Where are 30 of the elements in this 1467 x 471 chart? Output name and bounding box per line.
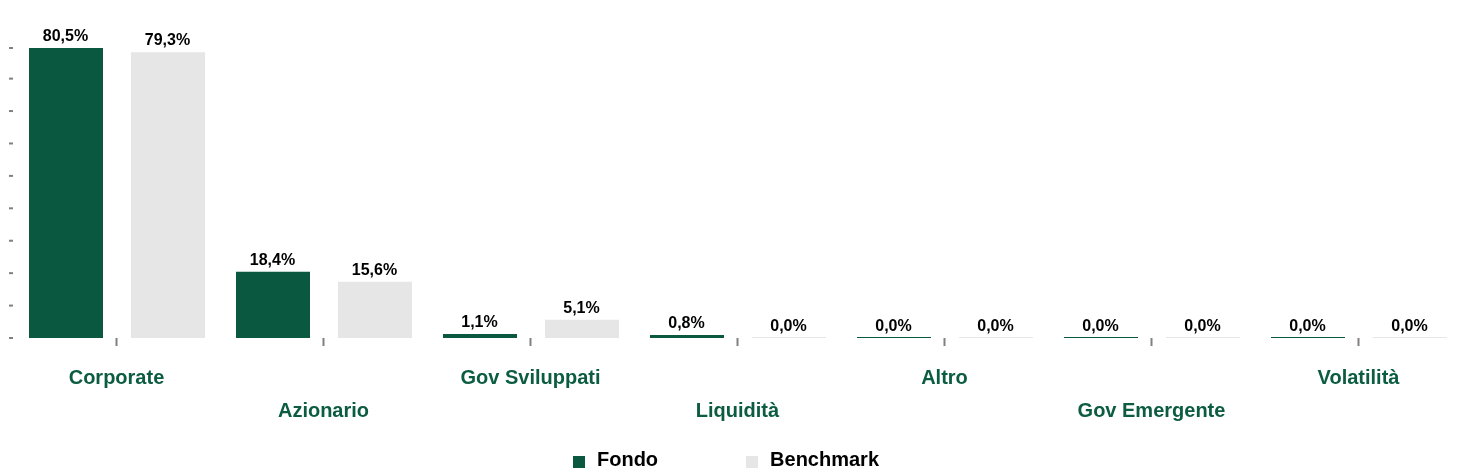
legend-label: Fondo <box>596 448 659 470</box>
x-tick-label: Altro <box>921 366 968 388</box>
data-label: 80,5% <box>42 27 89 44</box>
data-label: 0,0% <box>1289 317 1326 334</box>
legend-label: Benchmark <box>770 448 880 470</box>
x-tick-label: Corporate <box>68 366 165 388</box>
bar <box>29 48 103 338</box>
x-tick-label: Gov Emergente <box>1077 399 1226 421</box>
bar <box>236 271 310 338</box>
x-tick-label: Liquidità <box>695 399 781 421</box>
data-label: 15,6% <box>351 260 398 278</box>
data-label: 5,1% <box>563 298 600 316</box>
x-tick-label: Volatilità <box>1317 366 1401 388</box>
data-label: 79,3% <box>144 31 191 49</box>
bar <box>545 319 619 338</box>
data-label: 0,0% <box>1082 317 1119 334</box>
bar <box>650 335 724 338</box>
x-tick-label: Azionario <box>277 399 370 421</box>
bar <box>131 52 205 338</box>
data-label: 0,0% <box>977 317 1014 334</box>
data-label: 0,0% <box>770 317 807 334</box>
data-label: 0,8% <box>668 314 705 332</box>
bar <box>338 281 412 338</box>
data-label: 18,4% <box>249 250 296 268</box>
data-label: 0,0% <box>1184 317 1221 334</box>
data-label: 0,0% <box>875 317 912 334</box>
bar <box>443 334 517 338</box>
data-label: 0,0% <box>1391 317 1428 334</box>
x-tick-label: Gov Sviluppati <box>460 366 601 388</box>
data-label: 1,1% <box>461 313 498 331</box>
